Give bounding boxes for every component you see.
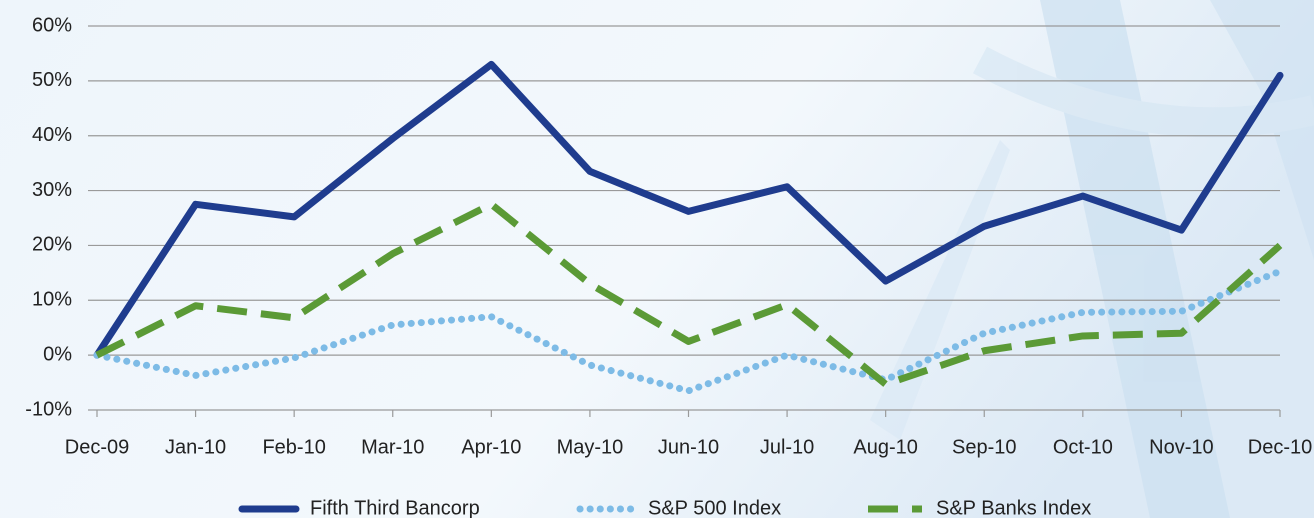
y-tick-label: 0%: [43, 343, 72, 365]
x-tick-label: Feb-10: [262, 436, 325, 458]
y-tick-label: 50%: [32, 69, 72, 91]
x-tick-label: Jan-10: [165, 436, 226, 458]
x-tick-label: Aug-10: [853, 436, 918, 458]
x-tick-label: Oct-10: [1053, 436, 1113, 458]
x-tick-label: Jul-10: [760, 436, 814, 458]
y-tick-label: 10%: [32, 289, 72, 311]
x-tick-label: Dec-09: [65, 436, 129, 458]
y-tick-label: 30%: [32, 179, 72, 201]
x-tick-label: May-10: [557, 436, 624, 458]
y-tick-label: 40%: [32, 124, 72, 146]
legend-label: S&P 500 Index: [648, 497, 781, 518]
chart: -10% 0% 10% 20% 30% 40% 50% 60% Dec-09 Jan-10 Feb-…: [0, 0, 1314, 518]
y-tick-label: 20%: [32, 234, 72, 256]
x-tick-label: Sep-10: [952, 436, 1017, 458]
legend-label: Fifth Third Bancorp: [310, 497, 480, 518]
x-tick-label: Dec-10: [1248, 436, 1312, 458]
x-tick-label: Jun-10: [658, 436, 719, 458]
x-tick-label: Apr-10: [461, 436, 521, 458]
x-tick-label: Mar-10: [361, 436, 424, 458]
legend-label: S&P Banks Index: [936, 497, 1091, 518]
x-tick-label: Nov-10: [1149, 436, 1213, 458]
y-tick-label: -10%: [25, 398, 72, 420]
y-tick-label: 60%: [32, 14, 72, 36]
